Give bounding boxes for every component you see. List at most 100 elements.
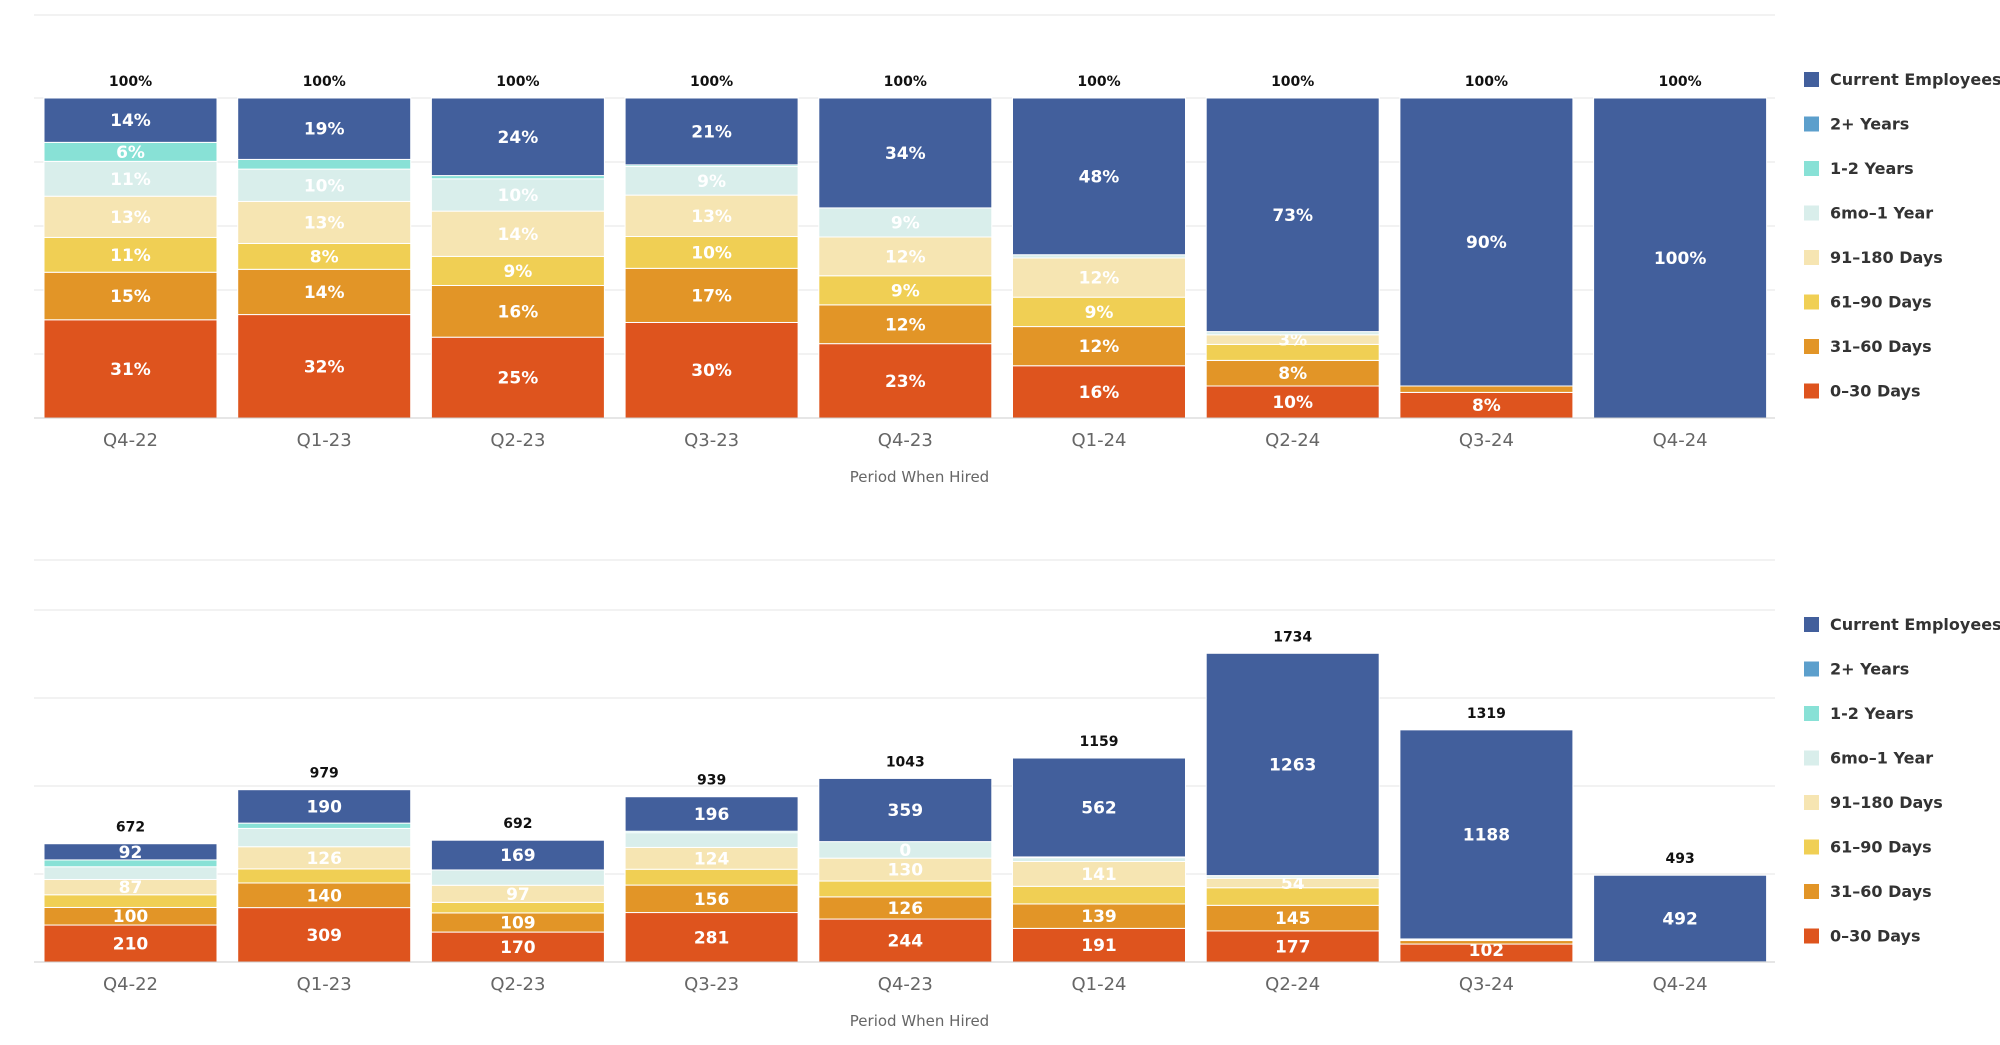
total-label-q1-24: 1159 (1080, 734, 1119, 750)
legend-swatch-current-employees (1804, 72, 1819, 87)
x-tick-q4-22: Q4-22 (103, 430, 158, 451)
bar-segment-current-employees-q1-24 (1012, 757, 1186, 858)
data-label-31-60-days-q1-24: 12% (1079, 337, 1120, 357)
data-label-61-90-days-q2-23: 9% (503, 262, 532, 282)
data-label-current-employees-q4-24: 492 (1662, 910, 1698, 930)
bar-segment-31-60-days-q2-24 (1205, 904, 1380, 932)
total-label-q4-22: 100% (109, 74, 152, 90)
legend-swatch-1-2-years (1804, 161, 1819, 176)
data-label-current-employees-q2-24: 1263 (1269, 755, 1316, 775)
bar-segment-31-60-days-q1-23 (237, 268, 412, 316)
data-label-current-employees-q4-22: 92 (119, 843, 143, 863)
data-label-current-employees-q2-24: 73% (1272, 206, 1313, 226)
data-label-61-90-days-q1-24: 9% (1085, 303, 1114, 323)
x-tick-q4-22: Q4-22 (103, 974, 158, 995)
bar-segment-31-60-days-q3-23 (624, 884, 799, 914)
data-label-current-employees-q1-24: 48% (1079, 167, 1120, 187)
data-label-0-30-days-q4-23: 23% (885, 372, 926, 392)
total-label-q3-24: 1319 (1467, 706, 1506, 722)
x-axis-title: Period When Hired (850, 468, 989, 486)
data-label-61-90-days-q1-23: 8% (310, 247, 339, 267)
bar-segment-31-60-days-q2-23 (430, 284, 605, 338)
x-tick-q2-23: Q2-23 (490, 430, 545, 451)
total-label-q1-23: 100% (303, 74, 346, 90)
legend-label-2-years: 2+ Years (1830, 660, 1909, 679)
data-label-0-30-days-q3-24: 8% (1472, 396, 1501, 416)
x-axis-title: Period When Hired (850, 1012, 989, 1030)
bar-segment-1-2-years-q1-23 (237, 822, 412, 829)
legend-label-61-90-days: 61–90 Days (1830, 293, 1932, 312)
total-label-q4-22: 672 (116, 820, 145, 836)
data-label-31-60-days-q2-24: 145 (1275, 909, 1311, 929)
bar-segment-current-employees-q1-23 (237, 789, 412, 824)
bar-segment-31-60-days-q4-23 (818, 304, 993, 345)
x-tick-q1-24: Q1-24 (1071, 974, 1126, 995)
x-tick-q2-24: Q2-24 (1265, 430, 1320, 451)
bar-segment-31-60-days-q1-23 (237, 882, 412, 909)
percent-stacked-bar-chart: 31% 15% 11% 13% 11% 6% 14% 100% Q4-22 32% 14% 8% 13%… (34, 14, 2000, 486)
bar-segment-6mo-1-year-q4-22 (43, 160, 218, 197)
data-label-0-30-days-q2-23: 25% (498, 369, 539, 389)
data-label-91-180-days-q3-23: 124 (694, 849, 730, 869)
data-label-0-30-days-q2-24: 177 (1275, 937, 1311, 957)
legend-swatch-91-180-days (1804, 250, 1819, 265)
total-label-q2-24: 100% (1271, 74, 1314, 90)
data-label-91-180-days-q1-23: 126 (306, 849, 342, 869)
total-label-q4-24: 100% (1658, 74, 1701, 90)
data-label-0-30-days-q4-23: 244 (888, 932, 924, 952)
bar-segment-current-employees-q4-24 (1593, 97, 1768, 419)
data-label-61-90-days-q4-22: 11% (110, 246, 151, 266)
legend-label-61-90-days: 61–90 Days (1830, 838, 1932, 857)
data-label-0-30-days-q2-24: 10% (1272, 393, 1313, 413)
data-label-31-60-days-q1-23: 140 (306, 886, 342, 906)
legend-label-1-2-years: 1-2 Years (1830, 704, 1914, 723)
bar-segment-current-employees-q4-23 (818, 97, 993, 209)
legend-swatch-1-2-years (1804, 706, 1819, 721)
bar-segment-61-90-days-q4-22 (43, 236, 218, 273)
data-label-91-180-days-q4-22: 13% (110, 208, 151, 228)
data-label-1-2-years-q4-22: 6% (116, 143, 145, 163)
bar-segment-current-employees-q3-23 (624, 796, 799, 832)
bar-segment-current-employees-q2-23 (430, 839, 605, 871)
bar-segment-0-30-days-q2-23 (430, 336, 605, 419)
data-label-6mo-1-year-q2-23: 10% (498, 186, 539, 206)
total-label-q3-23: 100% (690, 74, 733, 90)
data-label-0-30-days-q4-22: 31% (110, 360, 151, 380)
legend-swatch-91-180-days (1804, 795, 1819, 810)
total-label-q2-24: 1734 (1273, 629, 1312, 645)
data-label-6mo-1-year-q1-23: 10% (304, 176, 345, 196)
data-label-0-30-days-q3-23: 281 (694, 928, 730, 948)
bar-segment-91-180-days-q3-23 (624, 194, 799, 238)
bar-segment-current-employees-q2-24 (1205, 97, 1380, 333)
data-label-31-60-days-q4-22: 15% (110, 287, 151, 307)
data-label-0-30-days-q1-23: 32% (304, 357, 345, 377)
data-label-31-60-days-q2-23: 16% (498, 302, 539, 322)
bar-segment-61-90-days-q1-23 (237, 242, 412, 270)
data-label-0-30-days-q2-23: 170 (500, 938, 536, 958)
x-tick-q1-23: Q1-23 (297, 430, 352, 451)
bar-segment-6mo-1-year-q3-23 (624, 165, 799, 196)
bar-segment-current-employees-q1-24 (1012, 97, 1186, 256)
legend-label-2-years: 2+ Years (1830, 115, 1909, 134)
legend-swatch-31-60-days (1804, 884, 1819, 899)
total-label-q1-23: 979 (310, 766, 339, 782)
bar-segment-6mo-1-year-q4-22 (43, 866, 218, 880)
data-label-current-employees-q4-22: 14% (110, 111, 151, 131)
legend-swatch-0-30-days (1804, 383, 1819, 399)
data-label-current-employees-q1-24: 562 (1081, 798, 1117, 818)
x-tick-q3-23: Q3-23 (684, 430, 739, 451)
bar-segment-0-30-days-q2-24 (1205, 930, 1380, 963)
bar-segment-61-90-days-q3-23 (624, 236, 799, 269)
bar-segment-91-180-days-q4-23 (818, 236, 993, 277)
data-label-current-employees-q3-24: 90% (1466, 233, 1507, 253)
total-label-q2-23: 100% (496, 74, 539, 90)
x-tick-q2-24: Q2-24 (1265, 974, 1320, 995)
x-tick-q2-23: Q2-23 (490, 974, 545, 995)
bar-segment-current-employees-q3-24 (1399, 729, 1574, 940)
total-label-q4-23: 1043 (886, 754, 925, 770)
bar-segment-0-30-days-q1-24 (1012, 927, 1186, 963)
data-label-current-employees-q3-23: 21% (691, 122, 732, 142)
bar-segment-61-90-days-q3-23 (624, 868, 799, 886)
bar-segment-91-180-days-q1-24 (1012, 257, 1186, 298)
data-label-91-180-days-q2-24: 3% (1278, 331, 1307, 351)
